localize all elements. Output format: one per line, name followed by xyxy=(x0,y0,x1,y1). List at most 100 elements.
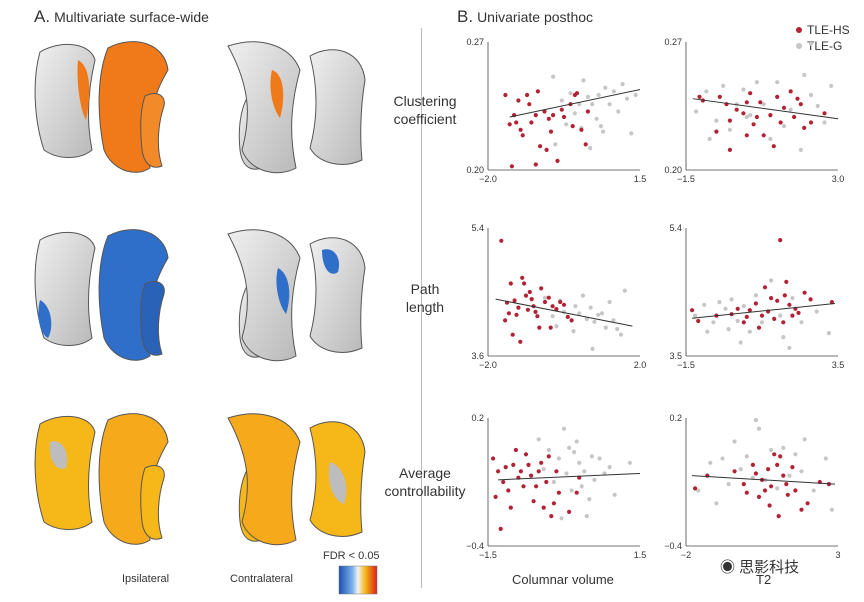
data-point-tle-g xyxy=(556,456,562,461)
brain-contra-outer xyxy=(309,49,366,165)
data-point-tle-g xyxy=(616,109,621,114)
data-point-tle-hs xyxy=(697,94,702,99)
row-label-controllability: Average controllability xyxy=(365,464,485,500)
data-point-tle-g xyxy=(775,80,780,85)
regression-line xyxy=(509,89,641,118)
data-point-tle-hs xyxy=(518,339,523,344)
data-point-tle-g xyxy=(559,98,564,103)
data-point-tle-g xyxy=(747,329,752,334)
data-point-tle-g xyxy=(536,437,541,442)
data-point-tle-hs xyxy=(778,454,783,459)
row-label-path: Path length xyxy=(370,280,480,316)
data-point-tle-hs xyxy=(538,144,543,149)
data-point-tle-g xyxy=(551,479,557,485)
data-point-tle-hs xyxy=(775,298,780,303)
data-point-tle-hs xyxy=(781,320,786,325)
data-point-tle-g xyxy=(577,311,582,316)
x-tick-label-left: −1.5 xyxy=(677,174,695,184)
data-point-tle-g xyxy=(823,456,828,461)
data-point-tle-hs xyxy=(514,120,519,125)
data-point-tle-g xyxy=(580,293,586,298)
data-point-tle-hs xyxy=(555,158,560,163)
data-point-tle-g xyxy=(787,345,792,350)
data-point-tle-hs xyxy=(527,102,532,107)
data-point-tle-g xyxy=(702,302,707,307)
data-point-tle-hs xyxy=(762,285,768,290)
row-label-clustering: Clustering coefficient xyxy=(370,92,480,128)
data-point-tle-g xyxy=(826,331,832,336)
data-point-tle-hs xyxy=(508,281,513,286)
data-point-tle-g xyxy=(577,102,582,107)
legend-label-tle-hs: TLE-HS xyxy=(807,23,850,37)
data-point-tle-hs xyxy=(759,313,765,318)
scatter-plot-2-1: 0.2 −0.4−2 3 xyxy=(664,413,840,560)
data-point-tle-g xyxy=(729,297,734,302)
regression-line xyxy=(692,302,836,319)
data-point-tle-hs xyxy=(696,318,701,324)
data-point-tle-g xyxy=(735,318,740,324)
data-point-tle-g xyxy=(599,311,605,316)
data-point-tle-g xyxy=(541,467,546,472)
brain-ipsi-outer-patch xyxy=(49,441,68,469)
brain-ipsi-inner xyxy=(140,281,165,356)
data-point-tle-g xyxy=(738,467,743,472)
brain-contra-mid-patch xyxy=(270,70,284,118)
data-point-tle-hs xyxy=(550,304,555,309)
legend-dot-tle-hs xyxy=(796,27,802,33)
data-point-tle-hs xyxy=(808,120,814,125)
data-point-tle-hs xyxy=(501,479,506,485)
watermark-text: 思影科技 xyxy=(739,559,800,576)
label-ipsilateral: Ipsilateral xyxy=(122,573,170,585)
legend: TLE-HS TLE-G xyxy=(796,22,850,54)
legend-dot-tle-g xyxy=(796,43,802,49)
data-point-tle-g xyxy=(756,426,762,431)
data-point-tle-hs xyxy=(732,469,737,474)
data-point-tle-hs xyxy=(744,314,749,319)
data-point-tle-hs xyxy=(781,105,787,110)
data-point-tle-g xyxy=(714,501,719,506)
data-point-tle-hs xyxy=(516,98,521,103)
data-point-tle-g xyxy=(768,136,773,141)
data-point-tle-hs xyxy=(796,310,801,315)
x-tick-label-right: 3.5 xyxy=(832,360,845,370)
data-point-tle-hs xyxy=(781,473,786,478)
data-point-tle-g xyxy=(567,445,572,450)
data-point-tle-hs xyxy=(561,114,567,120)
data-point-tle-g xyxy=(808,92,814,98)
data-point-tle-g xyxy=(581,78,586,83)
data-point-tle-hs xyxy=(551,501,557,506)
data-point-tle-g xyxy=(705,329,710,334)
data-point-tle-hs xyxy=(776,514,781,519)
data-point-tle-g xyxy=(727,127,733,132)
data-point-tle-g xyxy=(815,103,820,109)
data-point-tle-g xyxy=(811,488,816,493)
row-label-clustering-line1: Clustering xyxy=(393,93,457,109)
brain-row-clustering xyxy=(34,41,366,174)
data-point-tle-g xyxy=(571,329,576,334)
data-point-tle-g xyxy=(607,299,612,305)
regression-line xyxy=(692,98,839,120)
data-point-tle-hs xyxy=(554,307,559,312)
data-point-tle-g xyxy=(596,312,601,317)
brain-row-controllability xyxy=(34,413,366,546)
data-point-tle-hs xyxy=(744,490,749,495)
y-tick-label-top: 0.27 xyxy=(664,37,682,47)
data-point-tle-g xyxy=(627,460,633,465)
data-point-tle-hs xyxy=(785,492,790,497)
xlabel-columnar-volume: Columnar volume xyxy=(512,572,614,587)
watermark-icon: ◉ xyxy=(720,559,740,576)
x-tick-label-left: −1.5 xyxy=(479,550,497,560)
data-point-tle-g xyxy=(598,124,604,129)
fdr-colorbar xyxy=(338,565,378,595)
data-point-tle-hs xyxy=(511,462,516,467)
data-point-tle-hs xyxy=(766,467,771,472)
brain-ipsi-inner xyxy=(140,93,165,168)
data-point-tle-g xyxy=(781,335,786,340)
regression-line xyxy=(692,475,835,485)
data-point-tle-hs xyxy=(753,301,759,306)
data-point-tle-g xyxy=(596,92,601,98)
data-point-tle-hs xyxy=(521,484,526,489)
data-point-tle-hs xyxy=(554,469,559,474)
label-fdr: FDR < 0.05 xyxy=(323,550,380,562)
